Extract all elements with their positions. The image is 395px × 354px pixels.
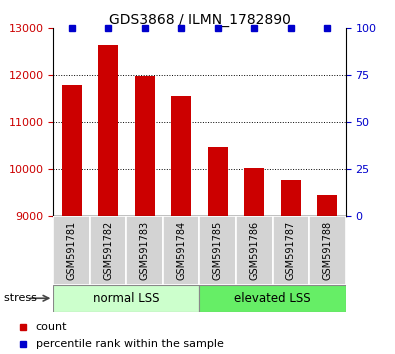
Text: percentile rank within the sample: percentile rank within the sample [36,339,224,349]
FancyBboxPatch shape [236,216,273,285]
Text: GSM591785: GSM591785 [213,221,223,280]
Text: GSM591781: GSM591781 [67,221,77,280]
Text: GSM591783: GSM591783 [140,221,150,280]
Bar [208,147,228,216]
Bar [135,76,155,216]
Title: GDS3868 / ILMN_1782890: GDS3868 / ILMN_1782890 [109,13,290,27]
Text: GSM591782: GSM591782 [103,221,113,280]
FancyBboxPatch shape [309,216,346,285]
FancyBboxPatch shape [199,285,346,312]
Text: normal LSS: normal LSS [93,292,160,305]
FancyBboxPatch shape [90,216,126,285]
Text: GSM591786: GSM591786 [249,221,259,280]
Text: GSM591787: GSM591787 [286,221,296,280]
Bar [62,85,82,216]
Bar [171,96,191,216]
FancyBboxPatch shape [126,216,163,285]
Text: stress: stress [4,293,40,303]
Bar [281,180,301,216]
FancyBboxPatch shape [53,285,199,312]
Text: GSM591788: GSM591788 [322,221,332,280]
Bar [244,168,264,216]
Text: elevated LSS: elevated LSS [234,292,311,305]
FancyBboxPatch shape [199,216,236,285]
FancyBboxPatch shape [273,216,309,285]
FancyBboxPatch shape [163,216,199,285]
Bar [98,45,118,216]
Text: GSM591784: GSM591784 [176,221,186,280]
Bar [317,195,337,216]
FancyBboxPatch shape [53,216,90,285]
Text: count: count [36,321,67,332]
